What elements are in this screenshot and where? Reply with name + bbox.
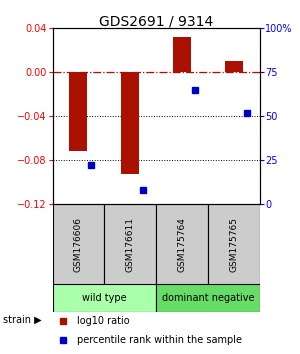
Bar (208, 204, 260, 284)
Text: log10 ratio: log10 ratio (77, 315, 130, 326)
Bar (156, 204, 208, 284)
Title: GDS2691 / 9314: GDS2691 / 9314 (99, 14, 213, 28)
Text: GSM175764: GSM175764 (177, 217, 186, 272)
Bar (69, 72, 87, 151)
Bar (225, 61, 243, 72)
Text: strain ▶: strain ▶ (3, 314, 42, 324)
Bar (52, 204, 104, 284)
Bar (104, 204, 156, 284)
Bar (52, 284, 156, 312)
Text: percentile rank within the sample: percentile rank within the sample (77, 335, 242, 345)
Text: dominant negative: dominant negative (161, 293, 254, 303)
Bar (121, 72, 139, 174)
Text: GSM176611: GSM176611 (126, 217, 135, 272)
Bar (156, 284, 260, 312)
Text: GSM175765: GSM175765 (229, 217, 238, 272)
Text: GSM176606: GSM176606 (74, 217, 83, 272)
Bar (173, 37, 191, 72)
Text: wild type: wild type (82, 293, 127, 303)
